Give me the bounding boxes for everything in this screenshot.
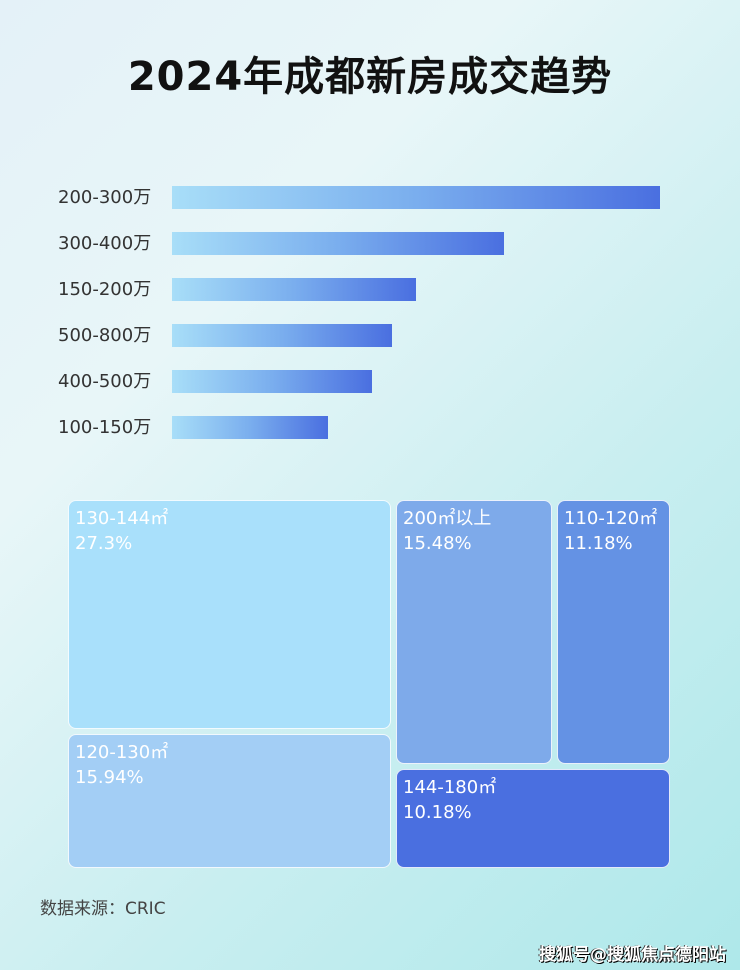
bar (172, 416, 329, 439)
treemap-tile: 200㎡以上 15.48% (396, 500, 552, 764)
tile-value: 10.18% (403, 802, 472, 823)
bar (172, 324, 392, 347)
tile-value: 27.3% (75, 533, 133, 554)
data-source: 数据来源：CRIC (40, 899, 166, 919)
bar (172, 370, 373, 393)
tile-value: 11.18% (564, 533, 633, 554)
bar-label: 150-200万 (58, 279, 152, 300)
treemap-tile: 120-130㎡ 15.94% (68, 734, 391, 868)
tile-label: 130-144㎡ (75, 508, 169, 529)
bar (172, 232, 504, 255)
tile-label: 200㎡以上 (403, 508, 492, 529)
tile-label: 144-180㎡ (403, 777, 497, 798)
bar-label: 200-300万 (58, 187, 152, 208)
treemap-tile: 144-180㎡ 10.18% (396, 769, 670, 868)
tile-label: 120-130㎡ (75, 742, 169, 763)
bar-label: 100-150万 (58, 417, 152, 438)
bar (172, 186, 660, 209)
tile-value: 15.94% (75, 767, 144, 788)
treemap-tile: 110-120㎡ 11.18% (557, 500, 670, 764)
bar-label: 500-800万 (58, 325, 152, 346)
watermark: 搜狐号@搜狐焦点德阳站 (539, 945, 726, 965)
bar (172, 278, 416, 301)
tile-value: 15.48% (403, 533, 472, 554)
tile-label: 110-120㎡ (564, 508, 658, 529)
chart-title: 2024年成都新房成交趋势 (127, 54, 613, 100)
bar-label: 300-400万 (58, 233, 152, 254)
treemap-tile: 130-144㎡ 27.3% (68, 500, 391, 729)
bar-label: 400-500万 (58, 371, 152, 392)
